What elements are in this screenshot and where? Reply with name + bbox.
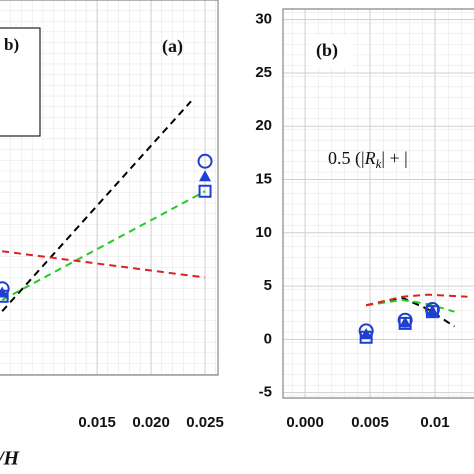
- marker-square: [198, 184, 212, 198]
- y-tick-label: 10: [255, 224, 272, 241]
- y-tick-label: 30: [255, 11, 272, 28]
- x-tick-label: 0.020: [132, 414, 170, 431]
- frame-a: [0, 0, 219, 376]
- marker-triangle: [199, 170, 212, 182]
- legend-text: b): [4, 35, 19, 54]
- marker-triangle: [360, 328, 373, 340]
- dashed-line: [365, 293, 468, 307]
- plot-area-b: [283, 9, 474, 398]
- dashed-line: [2, 250, 206, 279]
- x-tick-label: 0.015: [78, 414, 116, 431]
- marker-triangle: [399, 316, 412, 328]
- marker-triangle: [426, 304, 439, 316]
- panel-b: [283, 9, 474, 398]
- marker-circle: [197, 153, 213, 169]
- labels: 0.015 0.020 0.025 0.000 0.005 0.01 -5 0 5 10 15 20 2…: [78, 11, 449, 431]
- marker-square: [0, 289, 9, 303]
- dashed-line: [1, 190, 206, 301]
- title-bg: [309, 35, 353, 67]
- panel-title: (b): [316, 40, 338, 61]
- marker-square: [359, 330, 373, 344]
- x-tick-label: 0.000: [286, 414, 324, 431]
- annotation: 0.5 (|Rk| + |: [328, 148, 408, 171]
- frame-b: [282, 8, 474, 399]
- panel-a: [0, 0, 213, 375]
- y-tick-label: 5: [264, 277, 272, 294]
- y-tick-label: 0: [264, 330, 272, 347]
- x-tick-label: 0.01: [420, 414, 449, 431]
- y-tick-label: 20: [255, 117, 272, 134]
- y-tick-label: 15: [255, 170, 272, 187]
- marker-square: [398, 316, 412, 330]
- y-tick-label: 25: [255, 64, 272, 81]
- x-tick-label: 0.005: [351, 414, 389, 431]
- x-tick-label: 0.025: [186, 414, 224, 431]
- marker-triangle: [0, 286, 9, 298]
- dashed-line: [366, 298, 455, 313]
- x-axis-label: /H: [0, 448, 21, 470]
- panel-title: (a): [162, 36, 183, 57]
- legend-box: [0, 27, 41, 137]
- marker-square: [425, 305, 439, 319]
- y-tick-label: -5: [259, 384, 272, 401]
